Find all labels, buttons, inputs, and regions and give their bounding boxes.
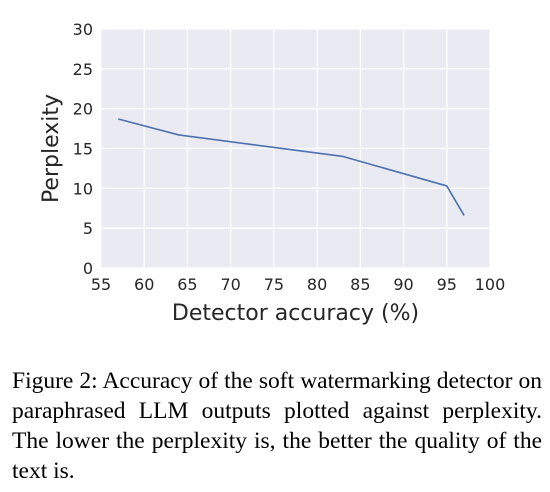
x-tick-label: 75 — [264, 275, 284, 294]
figure-caption: Figure 2: Accuracy of the soft watermark… — [12, 368, 542, 484]
x-tick-label: 90 — [393, 275, 413, 294]
x-tick-label: 95 — [437, 275, 457, 294]
x-tick-label: 65 — [177, 275, 197, 294]
x-tick-label: 80 — [307, 275, 327, 294]
y-tick-label: 0 — [83, 259, 93, 278]
x-tick-label: 60 — [134, 275, 154, 294]
y-tick-label: 30 — [73, 20, 93, 39]
x-tick-label: 55 — [91, 275, 111, 294]
x-axis-label: Detector accuracy (%) — [172, 301, 419, 326]
x-tick-label: 70 — [220, 275, 240, 294]
y-tick-label: 15 — [73, 140, 93, 159]
y-tick-label: 20 — [73, 100, 93, 119]
figure: 55 60 65 70 75 80 85 90 95 100 0 5 10 15 20 25 30 Detect… — [39, 20, 506, 326]
x-tick-label: 85 — [350, 275, 370, 294]
x-tick-label: 100 — [475, 275, 506, 294]
y-tick-label: 10 — [73, 179, 93, 198]
grid — [100, 28, 491, 269]
series-layer — [118, 118, 465, 216]
y-axis-label: Perplexity — [39, 94, 64, 203]
y-tick-label: 5 — [83, 219, 93, 238]
y-tick-label: 25 — [73, 60, 93, 79]
series-line — [118, 118, 465, 216]
tick-labels: 55 60 65 70 75 80 85 90 95 100 0 5 10 15 20 25 30 — [73, 20, 506, 294]
line-chart: 55 60 65 70 75 80 85 90 95 100 0 5 10 15 20 25 30 Detect… — [39, 20, 506, 326]
